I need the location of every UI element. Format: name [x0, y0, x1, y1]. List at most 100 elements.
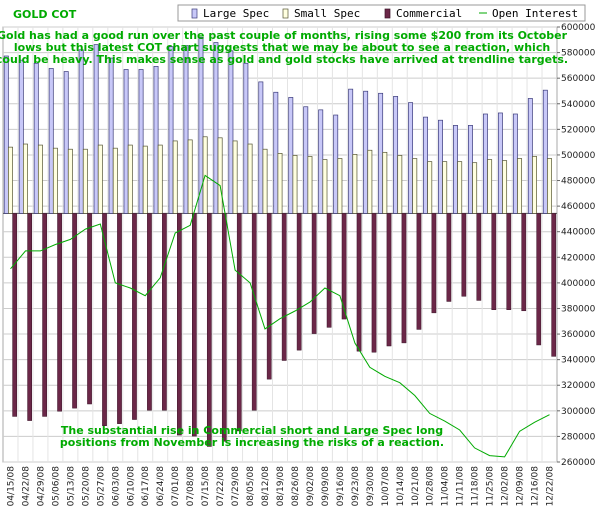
bar-large-spec: [378, 92, 384, 214]
bar-small-spec: [427, 161, 433, 214]
bar-small-spec: [442, 161, 448, 214]
bar-commercial: [401, 213, 407, 344]
bar-large-spec: [3, 55, 9, 214]
bar-small-spec: [67, 148, 73, 214]
x-tick-label: 10/28/08: [426, 466, 436, 506]
bar-small-spec: [232, 140, 238, 214]
bar-commercial: [536, 213, 542, 346]
bar-small-spec: [172, 140, 178, 214]
open-interest-line: [10, 174, 550, 458]
annotation-line: could be heavy. This makes sense as gold…: [0, 53, 568, 66]
annotation-line: lows but this latest COT chart suggests …: [14, 41, 550, 54]
bar-small-spec: [307, 156, 313, 214]
bar-large-spec: [453, 125, 458, 214]
bar-commercial: [371, 213, 377, 353]
right-axis-tick-label: 320000: [561, 381, 596, 391]
bar-commercial: [266, 213, 272, 380]
x-tick-label: 09/09/08: [321, 466, 331, 506]
x-tick-label: 08/12/08: [261, 466, 271, 506]
bar-commercial: [206, 213, 212, 447]
bar-small-spec: [457, 161, 463, 214]
legend-swatch: [191, 8, 198, 19]
bar-small-spec: [532, 156, 537, 214]
bar-commercial: [341, 213, 347, 320]
bar-large-spec: [18, 59, 24, 214]
bar-commercial: [356, 213, 362, 352]
bar-small-spec: [247, 143, 253, 214]
bar-small-spec: [412, 158, 418, 214]
right-axis-tick-label: 340000: [561, 356, 596, 366]
x-tick-label: 11/18/08: [471, 466, 481, 506]
right-axis-tick-label: 400000: [561, 279, 596, 289]
right-axis-tick-label: 600000: [561, 23, 596, 33]
bar-commercial: [281, 213, 287, 361]
bar-large-spec: [482, 113, 488, 214]
bar-commercial: [326, 213, 332, 328]
x-tick-label: 10/21/08: [411, 466, 421, 506]
right-axis-tick-label: 420000: [561, 253, 596, 263]
right-axis-tick-label: 580000: [561, 49, 596, 59]
x-tick-label: 06/17/08: [141, 466, 151, 506]
bar-large-spec: [243, 62, 249, 214]
bar-large-spec: [213, 42, 219, 214]
bar-large-spec: [273, 91, 279, 214]
x-tick-label: 10/14/08: [396, 466, 406, 506]
x-tick-label: 06/03/08: [111, 466, 121, 506]
right-axis-tick-label: 360000: [561, 330, 596, 340]
right-axis-tick-label: 500000: [561, 151, 596, 161]
bar-small-spec: [112, 147, 118, 214]
bar-large-spec: [527, 98, 533, 214]
bar-commercial: [461, 213, 467, 297]
bar-small-spec: [262, 148, 268, 214]
bar-large-spec: [438, 119, 443, 214]
bar-large-spec: [258, 81, 264, 214]
bar-commercial: [87, 213, 92, 405]
bar-commercial: [506, 213, 512, 310]
right-axis-tick-label: 280000: [561, 432, 596, 442]
bar-small-spec: [292, 155, 298, 214]
bar-commercial: [72, 213, 77, 409]
x-tick-label: 08/19/08: [276, 466, 286, 506]
bar-large-spec: [228, 50, 234, 214]
x-tick-label: 04/15/08: [6, 466, 16, 506]
bar-small-spec: [322, 159, 328, 214]
bar-commercial: [386, 213, 392, 347]
x-tick-label: 07/22/08: [216, 466, 226, 506]
x-tick-label: 12/02/08: [501, 466, 511, 506]
bar-small-spec: [502, 160, 508, 214]
right-axis-tick-label: 260000: [561, 458, 596, 468]
legend-box: [177, 4, 586, 22]
bar-small-spec: [352, 154, 358, 214]
x-tick-label: 12/09/08: [516, 466, 526, 506]
bar-small-spec: [97, 144, 103, 214]
bar-small-spec: [8, 146, 13, 214]
x-tick-label: 04/29/08: [36, 466, 46, 506]
bar-small-spec: [397, 155, 403, 214]
bar-large-spec: [198, 37, 204, 214]
x-tick-label: 06/10/08: [126, 466, 136, 506]
bar-commercial: [42, 213, 47, 417]
x-tick-label: 09/23/08: [351, 466, 361, 506]
bar-commercial: [147, 213, 152, 411]
bar-large-spec: [123, 69, 129, 214]
bar-small-spec: [187, 139, 193, 214]
bar-large-spec: [93, 44, 99, 214]
legend-label: Large Spec: [203, 7, 269, 20]
bar-small-spec: [472, 162, 478, 214]
legend-swatch: [282, 8, 289, 19]
bar-large-spec: [33, 62, 39, 214]
bar-small-spec: [157, 144, 163, 214]
x-tick-label: 04/22/08: [21, 466, 31, 506]
right-axis-tick-label: 560000: [561, 74, 596, 84]
bar-commercial: [431, 213, 437, 314]
x-tick-label: 05/06/08: [51, 466, 61, 506]
bar-small-spec: [337, 158, 343, 214]
bar-small-spec: [127, 144, 133, 214]
annotation-line: positions from November is increasing th…: [60, 436, 444, 449]
bar-small-spec: [82, 148, 88, 214]
x-tick-label: 10/07/08: [381, 466, 391, 506]
bar-small-spec: [217, 137, 223, 214]
bar-large-spec: [48, 68, 54, 214]
x-tick-label: 12/16/08: [531, 466, 541, 506]
